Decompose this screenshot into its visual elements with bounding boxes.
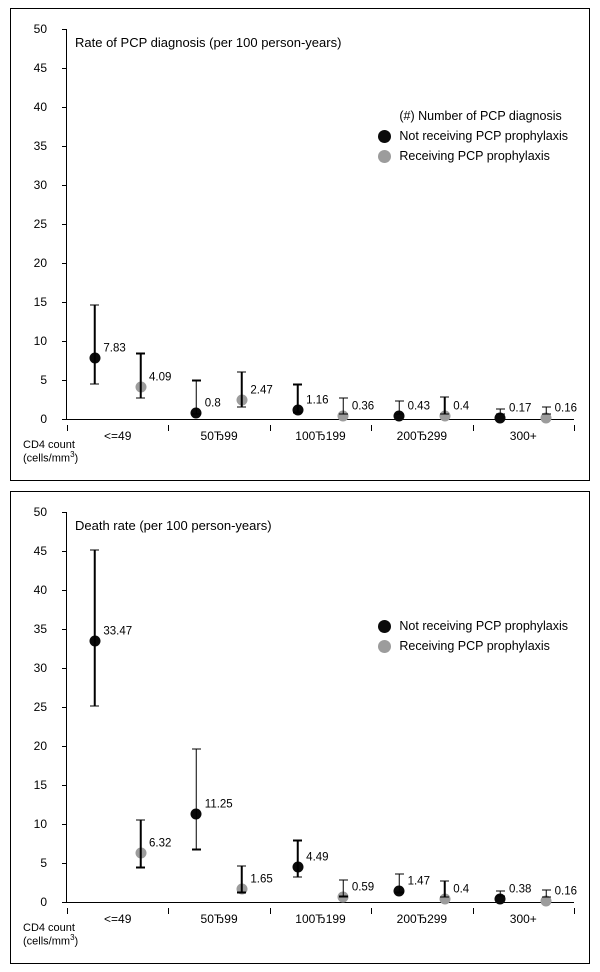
x-category-label: 50Ђ99	[201, 429, 238, 443]
data-point: 0.59	[338, 892, 349, 903]
data-point-label: 0.59	[352, 882, 374, 894]
legend-label: Receiving PCP prophylaxis	[399, 149, 550, 163]
legend-label: Not receiving PCP prophylaxis	[399, 619, 568, 633]
x-axis-title: CD4 count(cells/mm3)	[23, 439, 78, 465]
legend-label: Not receiving PCP prophylaxis	[399, 129, 568, 143]
data-point: 7.83	[89, 352, 100, 363]
x-category-label: 300+	[510, 429, 537, 443]
page-root: Rate of PCP diagnosis (per 100 person-ye…	[0, 0, 600, 972]
data-point-label: 11.25	[205, 799, 233, 811]
y-tick-label: 50	[17, 505, 47, 519]
data-point-label: 0.43	[408, 400, 430, 412]
legend-row-receiving: Receiving PCP prophylaxis	[378, 639, 568, 653]
chart-panel-pcp-rate: Rate of PCP diagnosis (per 100 person-ye…	[10, 8, 590, 481]
data-point-label: 0.4	[453, 400, 469, 412]
data-point-label: 0.17	[509, 402, 531, 414]
chart-subtitle: Death rate (per 100 person-years)	[75, 518, 272, 533]
legend-swatch-icon	[378, 130, 391, 143]
y-tick-label: 15	[17, 295, 47, 309]
data-point: 0.16	[541, 412, 552, 423]
x-category-label: 100Ђ199	[295, 912, 345, 926]
y-tick-label: 0	[17, 412, 47, 426]
data-point: 11.25	[191, 809, 202, 820]
y-tick-label: 5	[17, 373, 47, 387]
legend: (#) Number of PCP diagnosis Not receiving…	[378, 103, 568, 169]
x-category-label: <=49	[104, 429, 131, 443]
data-point-label: 0.4	[453, 883, 469, 895]
data-point-label: 0.16	[555, 402, 577, 414]
x-category-label: 300+	[510, 912, 537, 926]
x-category-label: 100Ђ199	[295, 429, 345, 443]
data-point-label: 0.16	[555, 885, 577, 897]
data-point-label: 1.16	[306, 394, 328, 406]
y-tick-label: 40	[17, 583, 47, 597]
data-point: 0.4	[439, 410, 450, 421]
data-point: 0.16	[541, 895, 552, 906]
y-tick-label: 35	[17, 139, 47, 153]
legend-swatch-icon	[378, 150, 391, 163]
data-point-label: 0.38	[509, 884, 531, 896]
legend-row-receiving: Receiving PCP prophylaxis	[378, 149, 568, 163]
y-tick-label: 5	[17, 856, 47, 870]
x-category-label: 200Ђ299	[397, 429, 447, 443]
data-point: 0.36	[338, 411, 349, 422]
y-tick-label: 20	[17, 256, 47, 270]
data-point-label: 1.65	[250, 874, 272, 886]
y-tick-label: 30	[17, 661, 47, 675]
data-point: 0.4	[439, 893, 450, 904]
y-tick-label: 45	[17, 544, 47, 558]
y-tick-label: 50	[17, 22, 47, 36]
data-point: 0.17	[495, 412, 506, 423]
legend-swatch-icon	[378, 620, 391, 633]
data-point: 4.09	[135, 382, 146, 393]
legend-row-count: (#) Number of PCP diagnosis	[378, 109, 568, 123]
data-point: 0.38	[495, 894, 506, 905]
y-tick-label: 15	[17, 778, 47, 792]
data-point: 2.47	[236, 394, 247, 405]
data-point: 1.16	[292, 404, 303, 415]
data-point-label: 6.32	[149, 837, 171, 849]
data-point-label: 2.47	[250, 384, 272, 396]
x-axis-title: CD4 count(cells/mm3)	[23, 922, 78, 948]
legend-swatch-icon	[378, 640, 391, 653]
legend-label: Receiving PCP prophylaxis	[399, 639, 550, 653]
data-point: 4.49	[292, 861, 303, 872]
y-tick-label: 10	[17, 334, 47, 348]
plot-area: Death rate (per 100 person-years)0510152…	[66, 512, 574, 903]
data-point: 33.47	[89, 635, 100, 646]
x-category-label: 50Ђ99	[201, 912, 238, 926]
data-point-label: 4.09	[149, 372, 171, 384]
data-point-label: 33.47	[103, 625, 132, 637]
data-point: 1.65	[236, 884, 247, 895]
y-tick-label: 30	[17, 178, 47, 192]
chart-panel-death-rate: Death rate (per 100 person-years) 0 5 10 15 2…	[10, 491, 590, 964]
y-tick-label: 0	[17, 895, 47, 909]
legend-label: (#) Number of PCP diagnosis	[399, 109, 561, 123]
data-point-label: 7.83	[103, 342, 125, 354]
data-point: 0.8	[191, 407, 202, 418]
data-point-label: 0.36	[352, 401, 374, 413]
legend: Not receiving PCP prophylaxis Receiving P…	[378, 613, 568, 659]
x-category-label: <=49	[104, 912, 131, 926]
data-point: 1.47	[394, 885, 405, 896]
x-category-label: 200Ђ299	[397, 912, 447, 926]
legend-row-not-receiving: Not receiving PCP prophylaxis	[378, 619, 568, 633]
chart-subtitle: Rate of PCP diagnosis (per 100 person-ye…	[75, 35, 341, 50]
data-point: 0.43	[394, 410, 405, 421]
y-tick-label: 35	[17, 622, 47, 636]
y-tick-label: 25	[17, 700, 47, 714]
y-tick-label: 45	[17, 61, 47, 75]
y-tick-label: 25	[17, 217, 47, 231]
plot-area: Rate of PCP diagnosis (per 100 person-ye…	[66, 29, 574, 420]
data-point-label: 1.47	[408, 875, 430, 887]
data-point-label: 4.49	[306, 851, 328, 863]
y-tick-label: 10	[17, 817, 47, 831]
data-point-label: 0.8	[205, 397, 221, 409]
y-tick-label: 40	[17, 100, 47, 114]
y-tick-label: 20	[17, 739, 47, 753]
data-point: 6.32	[135, 847, 146, 858]
legend-row-not-receiving: Not receiving PCP prophylaxis	[378, 129, 568, 143]
